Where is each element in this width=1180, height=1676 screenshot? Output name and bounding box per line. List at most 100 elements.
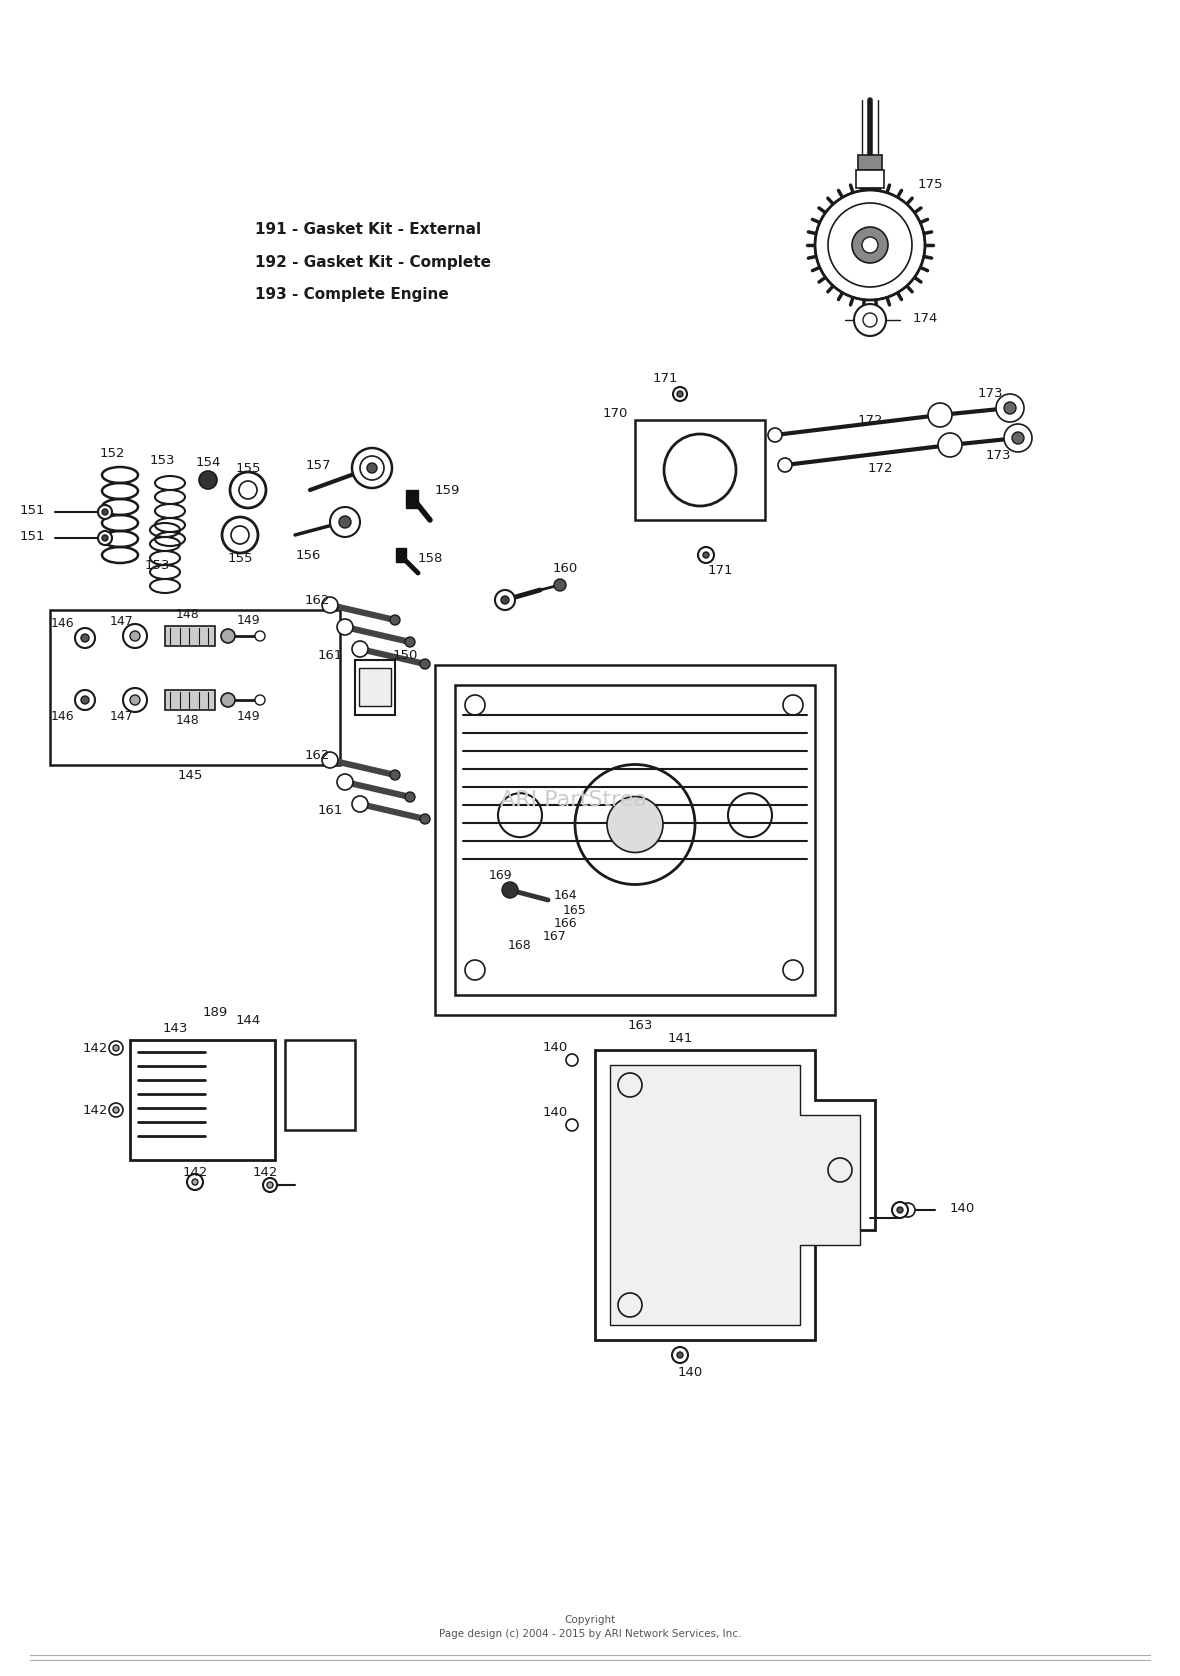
Bar bbox=[860, 188, 880, 199]
Circle shape bbox=[367, 463, 376, 473]
Circle shape bbox=[240, 481, 257, 499]
Circle shape bbox=[130, 696, 140, 706]
Bar bbox=[635, 421, 765, 520]
Circle shape bbox=[673, 387, 687, 401]
Text: 167: 167 bbox=[543, 930, 566, 942]
Circle shape bbox=[81, 634, 88, 642]
Circle shape bbox=[76, 691, 96, 711]
Ellipse shape bbox=[524, 917, 545, 930]
Circle shape bbox=[76, 628, 96, 649]
Circle shape bbox=[339, 516, 350, 528]
Text: 155: 155 bbox=[235, 461, 261, 474]
Polygon shape bbox=[595, 1049, 876, 1341]
Bar bbox=[355, 660, 395, 716]
Text: 148: 148 bbox=[176, 714, 199, 726]
Circle shape bbox=[123, 623, 148, 649]
Circle shape bbox=[352, 796, 368, 811]
Bar bbox=[396, 548, 406, 561]
Circle shape bbox=[222, 516, 258, 553]
Text: 140: 140 bbox=[950, 1202, 975, 1215]
Circle shape bbox=[815, 189, 925, 300]
Text: 144: 144 bbox=[235, 1014, 261, 1026]
Ellipse shape bbox=[745, 503, 761, 513]
Circle shape bbox=[405, 637, 415, 647]
Text: 150: 150 bbox=[392, 649, 418, 662]
Circle shape bbox=[420, 815, 430, 825]
Text: 193 - Complete Engine: 193 - Complete Engine bbox=[255, 287, 448, 302]
Text: 174: 174 bbox=[912, 312, 938, 325]
Bar bbox=[435, 665, 835, 1016]
Circle shape bbox=[101, 535, 109, 541]
Text: 171: 171 bbox=[707, 563, 733, 577]
Bar bbox=[286, 1041, 355, 1130]
Text: 140: 140 bbox=[677, 1366, 702, 1378]
Text: 142: 142 bbox=[253, 1165, 277, 1178]
Circle shape bbox=[892, 1202, 907, 1218]
Circle shape bbox=[98, 504, 112, 520]
Text: 163: 163 bbox=[628, 1019, 653, 1031]
Circle shape bbox=[352, 640, 368, 657]
Ellipse shape bbox=[524, 888, 545, 902]
Text: 156: 156 bbox=[295, 548, 321, 561]
Circle shape bbox=[255, 630, 266, 640]
Circle shape bbox=[1004, 402, 1016, 414]
Circle shape bbox=[109, 1103, 123, 1116]
Bar bbox=[359, 669, 391, 706]
Text: 161: 161 bbox=[317, 803, 342, 816]
Circle shape bbox=[553, 578, 566, 592]
Text: 151: 151 bbox=[20, 503, 45, 516]
Text: 175: 175 bbox=[917, 179, 943, 191]
Circle shape bbox=[330, 508, 360, 536]
Circle shape bbox=[98, 531, 112, 545]
Text: 155: 155 bbox=[228, 551, 253, 565]
Circle shape bbox=[263, 1178, 277, 1192]
Text: 161: 161 bbox=[317, 649, 342, 662]
Ellipse shape bbox=[514, 929, 536, 944]
Circle shape bbox=[996, 394, 1024, 422]
Text: 140: 140 bbox=[543, 1041, 568, 1054]
Circle shape bbox=[230, 473, 266, 508]
Text: 151: 151 bbox=[20, 530, 45, 543]
Circle shape bbox=[699, 546, 714, 563]
Text: 173: 173 bbox=[985, 449, 1011, 461]
Polygon shape bbox=[610, 1064, 860, 1326]
Circle shape bbox=[322, 597, 337, 613]
Circle shape bbox=[494, 590, 514, 610]
Bar bbox=[455, 685, 815, 996]
Circle shape bbox=[405, 793, 415, 803]
Text: 165: 165 bbox=[563, 903, 586, 917]
Text: 158: 158 bbox=[418, 551, 442, 565]
Circle shape bbox=[778, 458, 792, 473]
Ellipse shape bbox=[637, 503, 653, 513]
Text: Page design (c) 2004 - 2015 by ARI Network Services, Inc.: Page design (c) 2004 - 2015 by ARI Netwo… bbox=[439, 1629, 741, 1639]
Circle shape bbox=[502, 597, 509, 603]
Circle shape bbox=[186, 1173, 203, 1190]
Circle shape bbox=[231, 526, 249, 545]
Circle shape bbox=[566, 1054, 578, 1066]
Circle shape bbox=[902, 1203, 914, 1217]
Circle shape bbox=[199, 471, 217, 489]
Circle shape bbox=[927, 402, 952, 427]
FancyBboxPatch shape bbox=[288, 1046, 352, 1125]
Text: 162: 162 bbox=[304, 749, 329, 761]
Circle shape bbox=[255, 696, 266, 706]
Text: 145: 145 bbox=[177, 769, 203, 781]
Text: 168: 168 bbox=[509, 939, 532, 952]
Circle shape bbox=[502, 882, 518, 898]
Circle shape bbox=[113, 1108, 119, 1113]
Text: Copyright: Copyright bbox=[564, 1616, 616, 1626]
Text: 172: 172 bbox=[867, 461, 893, 474]
Circle shape bbox=[192, 1178, 198, 1185]
Circle shape bbox=[101, 510, 109, 515]
Text: 142: 142 bbox=[183, 1165, 208, 1178]
Text: 142: 142 bbox=[83, 1103, 107, 1116]
Circle shape bbox=[420, 659, 430, 669]
Text: 146: 146 bbox=[51, 709, 74, 722]
Bar bbox=[165, 691, 215, 711]
Text: 142: 142 bbox=[83, 1041, 107, 1054]
Circle shape bbox=[677, 391, 683, 397]
Text: 169: 169 bbox=[489, 868, 512, 882]
Circle shape bbox=[828, 203, 912, 287]
Text: 170: 170 bbox=[602, 407, 628, 419]
Text: 148: 148 bbox=[176, 607, 199, 620]
